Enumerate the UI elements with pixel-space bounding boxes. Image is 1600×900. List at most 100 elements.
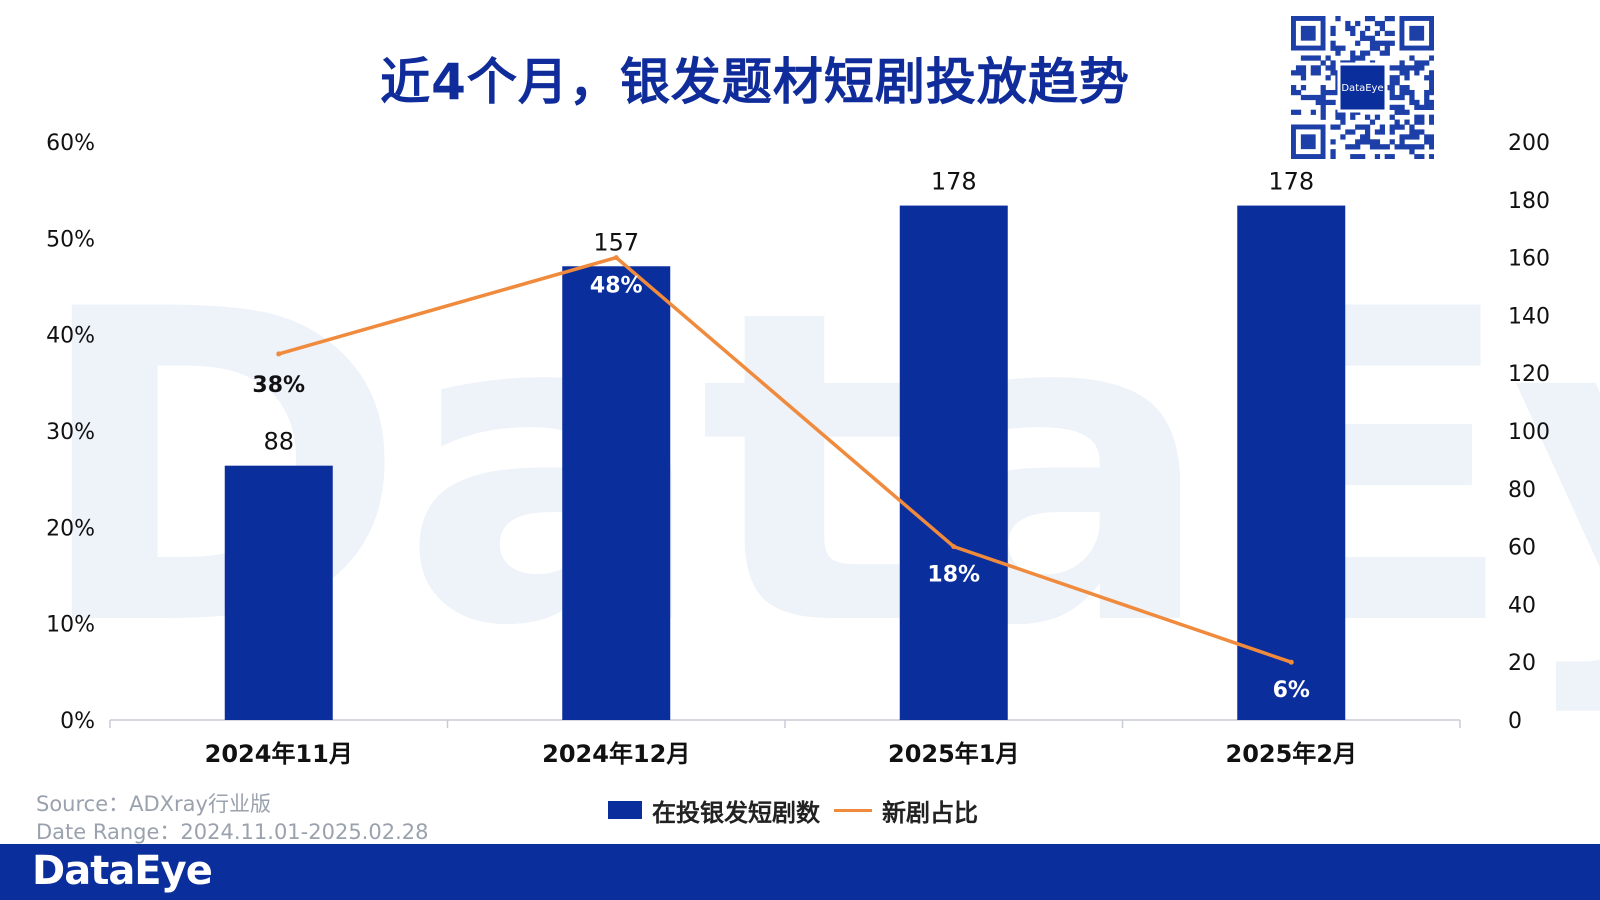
- qr-module: [1419, 119, 1425, 125]
- left-axis-tick-label: 40%: [46, 324, 95, 349]
- qr-module: [1429, 119, 1434, 125]
- qr-module: [1364, 124, 1371, 130]
- qr-module: [1414, 104, 1420, 110]
- qr-module: [1315, 55, 1321, 61]
- right-axis-tick-label: 20: [1508, 651, 1536, 676]
- footer-bar: DataEye: [0, 844, 1600, 900]
- qr-module: [1320, 89, 1326, 96]
- qr-module: [1404, 109, 1410, 115]
- bar: [562, 266, 671, 720]
- qr-module: [1394, 144, 1400, 150]
- qr-module: [1369, 119, 1376, 125]
- qr-module: [1355, 154, 1361, 159]
- qr-module: [1330, 65, 1336, 71]
- qr-module: [1364, 134, 1371, 140]
- qr-module: [1404, 144, 1410, 150]
- qr-module: [1369, 139, 1376, 145]
- qr-module: [1419, 144, 1425, 150]
- qr-module: [1399, 104, 1405, 110]
- qr-module: [1414, 154, 1420, 159]
- qr-module: [1350, 30, 1356, 37]
- qr-module: [1345, 25, 1351, 32]
- qr-module: [1369, 45, 1376, 51]
- qr-module: [1340, 119, 1346, 125]
- qr-module: [1300, 70, 1307, 76]
- line-percent-label: 38%: [252, 373, 305, 398]
- qr-module: [1389, 80, 1395, 86]
- qr-module: [1345, 20, 1351, 27]
- qr-module: [1379, 25, 1385, 32]
- qr-module: [1320, 99, 1326, 106]
- left-axis-tick-label: 20%: [46, 516, 95, 541]
- x-axis-category-label: 2025年1月: [888, 740, 1020, 768]
- qr-module: [1429, 89, 1434, 96]
- qr-module: [1374, 30, 1381, 37]
- qr-center-logo: [1337, 62, 1388, 113]
- qr-module: [1300, 75, 1307, 81]
- qr-module: [1389, 124, 1395, 130]
- qr-module: [1419, 65, 1425, 71]
- source-note: Source：ADXray行业版 Date Range：2024.11.01-2…: [36, 790, 428, 846]
- qr-module: [1429, 85, 1434, 91]
- qr-module: [1389, 16, 1395, 22]
- qr-module: [1389, 89, 1395, 96]
- right-axis-tick-label: 0: [1508, 709, 1522, 734]
- qr-module: [1364, 35, 1371, 41]
- qr-module: [1374, 45, 1381, 51]
- qr-module: [1424, 99, 1430, 106]
- qr-module: [1374, 139, 1381, 145]
- qr-module: [1414, 134, 1420, 140]
- date-range-line: Date Range：2024.11.01-2025.02.28: [36, 820, 429, 844]
- qr-module: [1379, 144, 1385, 150]
- qr-module: [1424, 139, 1430, 145]
- qr-module: [1310, 70, 1316, 76]
- right-axis-tick-label: 200: [1508, 131, 1550, 156]
- qr-module: [1369, 16, 1376, 22]
- qr-module: [1384, 154, 1390, 159]
- qr-module: [1429, 104, 1434, 110]
- qr-module: [1350, 25, 1356, 32]
- qr-module: [1305, 94, 1312, 101]
- qr-module: [1389, 104, 1395, 110]
- qr-module: [1374, 154, 1381, 159]
- qr-module: [1295, 89, 1302, 96]
- qr-module: [1414, 99, 1420, 106]
- qr-module: [1379, 50, 1385, 56]
- qr-module: [1389, 154, 1395, 159]
- qr-module: [1414, 119, 1420, 125]
- right-axis-tick-label: 40: [1508, 593, 1536, 618]
- right-axis-tick-label: 140: [1508, 304, 1550, 329]
- qr-module: [1325, 65, 1331, 71]
- qr-module: [1384, 50, 1390, 56]
- qr-module: [1429, 114, 1434, 120]
- qr-module: [1389, 85, 1395, 91]
- qr-module: [1355, 139, 1361, 145]
- qr-module: [1369, 40, 1376, 46]
- line-percent-label: 6%: [1273, 678, 1310, 703]
- qr-module: [1369, 144, 1376, 150]
- qr-module: [1295, 70, 1302, 76]
- qr-module: [1399, 70, 1405, 76]
- qr-module: [1419, 114, 1425, 120]
- bar: [1237, 205, 1346, 720]
- qr-module: [1355, 20, 1361, 27]
- qr-module: [1355, 55, 1361, 61]
- qr-module: [1325, 89, 1331, 96]
- qr-module: [1429, 70, 1434, 76]
- qr-module: [1409, 55, 1415, 61]
- qr-module: [1389, 30, 1395, 37]
- qr-module: [1384, 144, 1390, 150]
- qr-module: [1399, 139, 1405, 145]
- qr-module: [1320, 104, 1326, 110]
- qr-module: [1399, 94, 1405, 101]
- qr-module: [1404, 119, 1410, 125]
- qr-module: [1330, 149, 1336, 155]
- qr-module: [1424, 60, 1430, 66]
- qr-module: [1379, 129, 1385, 135]
- qr-module: [1350, 55, 1356, 61]
- qr-module: [1429, 99, 1434, 106]
- qr-module: [1409, 129, 1415, 135]
- qr-module: [1335, 50, 1341, 56]
- qr-module: [1330, 25, 1336, 32]
- qr-module: [1419, 154, 1425, 159]
